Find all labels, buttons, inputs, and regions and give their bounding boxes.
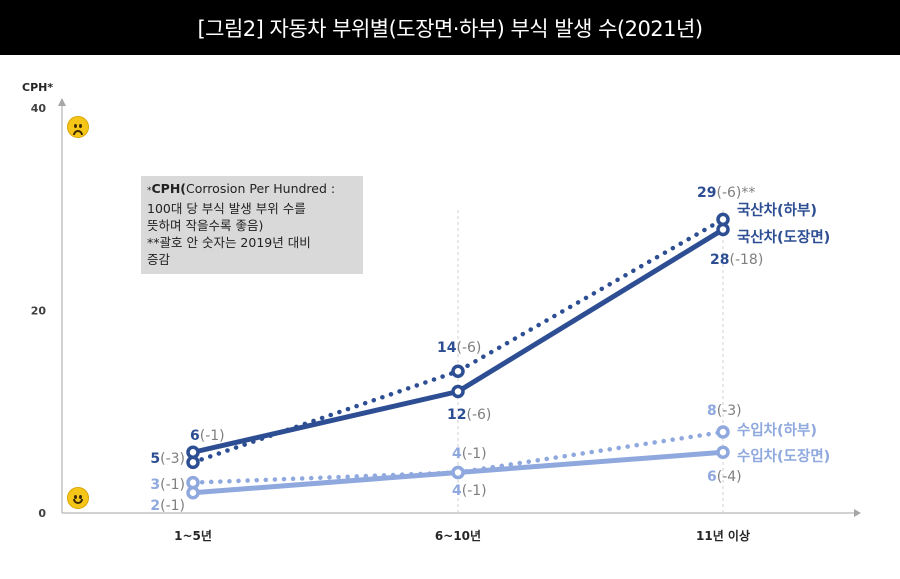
note-line-1: Corrosion Per Hundred : bbox=[186, 181, 336, 196]
x-tick-label: 11년 이상 bbox=[696, 528, 750, 543]
x-axis-arrow bbox=[854, 509, 861, 517]
series-name-label: 국산차(하부) bbox=[737, 202, 817, 219]
series-name-label: 국산차(도장면) bbox=[737, 228, 830, 246]
note-line-4: **괄호 안 숫자는 2019년 대비 bbox=[147, 235, 311, 250]
cph-note-box: *CPH(Corrosion Per Hundred : 100대 당 부식 발… bbox=[141, 176, 363, 274]
data-label: 6(-4) bbox=[707, 469, 742, 485]
data-label: 28(-18) bbox=[710, 252, 763, 268]
note-line-5: 증감 bbox=[147, 252, 171, 267]
data-label: 4(-1) bbox=[452, 483, 487, 499]
data-point bbox=[186, 475, 200, 490]
y-tick-label: 0 bbox=[38, 507, 46, 520]
data-label: 3(-1) bbox=[150, 477, 185, 493]
note-cph-term: CPH( bbox=[151, 181, 187, 196]
data-label: 4(-1) bbox=[452, 446, 487, 462]
data-label: 12(-6) bbox=[447, 407, 491, 423]
series-name-label: 수입차(도장면) bbox=[737, 447, 830, 465]
data-label: 6(-1) bbox=[190, 428, 225, 444]
data-point bbox=[716, 212, 730, 227]
y-tick-label: 20 bbox=[31, 305, 47, 318]
data-point bbox=[716, 425, 730, 439]
data-label: 5(-3) bbox=[150, 451, 185, 467]
note-asterisk: * bbox=[147, 186, 152, 196]
data-label: 29(-6)** bbox=[697, 185, 755, 201]
data-point bbox=[451, 465, 465, 480]
data-point bbox=[451, 364, 465, 378]
data-point bbox=[186, 455, 200, 470]
data-point bbox=[451, 384, 465, 399]
note-line-2: 100대 당 부식 발생 부위 수를 bbox=[147, 201, 306, 216]
y-tick-label: 40 bbox=[31, 102, 47, 115]
note-line-3: 뜻하며 작을수록 좋음) bbox=[147, 218, 264, 233]
smiley-face-icon bbox=[67, 487, 89, 509]
x-tick-label: 1~5년 bbox=[174, 529, 212, 543]
y-axis-arrow bbox=[58, 98, 66, 106]
data-label: 2(-1) bbox=[150, 498, 185, 514]
data-label: 14(-6) bbox=[437, 340, 481, 356]
data-point bbox=[716, 445, 730, 459]
series-name-label: 수입차(하부) bbox=[737, 422, 817, 439]
line-chart: 0 20 40 CPH* 1~5년 6~10년 11년 이상 5(-3) 6(-1) 3(-1) 2… bbox=[22, 81, 861, 543]
data-label: 8(-3) bbox=[707, 403, 742, 419]
y-axis-label: CPH* bbox=[22, 81, 53, 94]
x-tick-label: 6~10년 bbox=[435, 529, 481, 543]
sad-face-icon bbox=[67, 116, 89, 138]
chart-title: [그림2] 자동차 부위별(도장면·하부) 부식 발생 수(2021년) bbox=[0, 0, 900, 55]
